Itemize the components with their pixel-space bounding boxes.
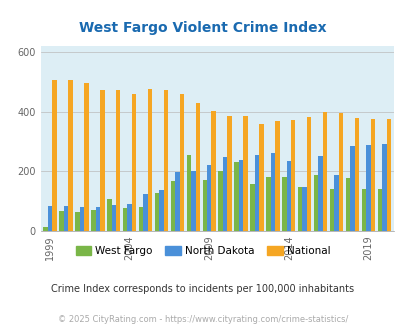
Bar: [75, 212, 79, 231]
Bar: [96, 207, 100, 231]
Bar: [234, 162, 238, 231]
Bar: [329, 189, 333, 231]
Bar: [222, 157, 227, 231]
Bar: [127, 204, 132, 231]
Bar: [270, 153, 275, 231]
Bar: [79, 207, 84, 231]
Bar: [290, 120, 295, 231]
Bar: [116, 90, 120, 231]
Bar: [191, 171, 195, 231]
Bar: [159, 190, 163, 231]
Text: Crime Index corresponds to incidents per 100,000 inhabitants: Crime Index corresponds to incidents per…: [51, 284, 354, 294]
Bar: [297, 187, 302, 231]
Bar: [68, 80, 72, 231]
Bar: [322, 113, 326, 231]
Bar: [254, 155, 258, 231]
Bar: [250, 184, 254, 231]
Bar: [302, 187, 306, 231]
Text: © 2025 CityRating.com - https://www.cityrating.com/crime-statistics/: © 2025 CityRating.com - https://www.city…: [58, 315, 347, 324]
Bar: [381, 144, 386, 231]
Bar: [365, 146, 370, 231]
Bar: [354, 118, 358, 231]
Bar: [163, 90, 168, 231]
Bar: [333, 175, 338, 231]
Bar: [52, 80, 57, 231]
Bar: [202, 180, 207, 231]
Bar: [386, 119, 390, 231]
Bar: [227, 116, 231, 231]
Bar: [143, 194, 147, 231]
Bar: [275, 121, 279, 231]
Bar: [313, 175, 318, 231]
Bar: [361, 189, 365, 231]
Bar: [147, 89, 152, 231]
Bar: [175, 172, 179, 231]
Bar: [306, 117, 311, 231]
Bar: [286, 161, 290, 231]
Bar: [59, 211, 64, 231]
Bar: [195, 103, 200, 231]
Bar: [171, 181, 175, 231]
Bar: [218, 171, 222, 231]
Bar: [338, 113, 342, 231]
Bar: [123, 208, 127, 231]
Bar: [64, 206, 68, 231]
Bar: [179, 94, 183, 231]
Text: West Fargo Violent Crime Index: West Fargo Violent Crime Index: [79, 21, 326, 35]
Bar: [238, 160, 243, 231]
Bar: [243, 116, 247, 231]
Bar: [350, 146, 354, 231]
Bar: [139, 207, 143, 231]
Bar: [207, 165, 211, 231]
Bar: [266, 177, 270, 231]
Bar: [258, 124, 263, 231]
Bar: [111, 205, 116, 231]
Bar: [281, 177, 286, 231]
Bar: [186, 155, 191, 231]
Bar: [91, 210, 96, 231]
Bar: [154, 193, 159, 231]
Bar: [318, 156, 322, 231]
Bar: [211, 111, 215, 231]
Bar: [107, 199, 111, 231]
Bar: [43, 227, 48, 231]
Bar: [100, 90, 104, 231]
Legend: West Fargo, North Dakota, National: West Fargo, North Dakota, National: [71, 242, 334, 260]
Bar: [345, 178, 350, 231]
Bar: [48, 206, 52, 231]
Bar: [377, 189, 381, 231]
Bar: [370, 118, 374, 231]
Bar: [132, 94, 136, 231]
Bar: [84, 82, 88, 231]
